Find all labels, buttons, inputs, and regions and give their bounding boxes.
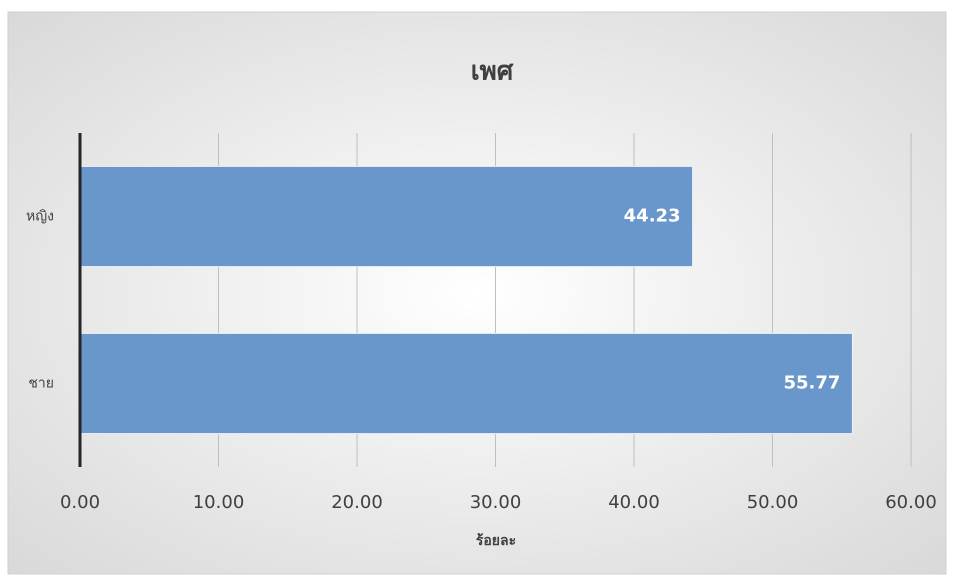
y-tick-label: ชาย (28, 376, 54, 392)
data-label: 44.23 (624, 206, 681, 227)
chart-title: เพศ (471, 57, 514, 87)
x-tick-label: 60.00 (885, 492, 937, 513)
x-tick-label: 10.00 (193, 492, 245, 513)
y-tick-label: หญิง (26, 209, 54, 225)
bar (79, 332, 853, 435)
x-tick-label: 20.00 (331, 492, 383, 513)
data-label: 55.77 (783, 373, 840, 394)
chart-background (7, 11, 947, 575)
x-axis-title: ร้อยละ (476, 533, 516, 549)
bar (79, 165, 694, 268)
x-tick-label: 0.00 (60, 492, 100, 513)
x-tick-label: 40.00 (608, 492, 660, 513)
x-tick-label: 30.00 (470, 492, 522, 513)
x-tick-label: 50.00 (747, 492, 799, 513)
